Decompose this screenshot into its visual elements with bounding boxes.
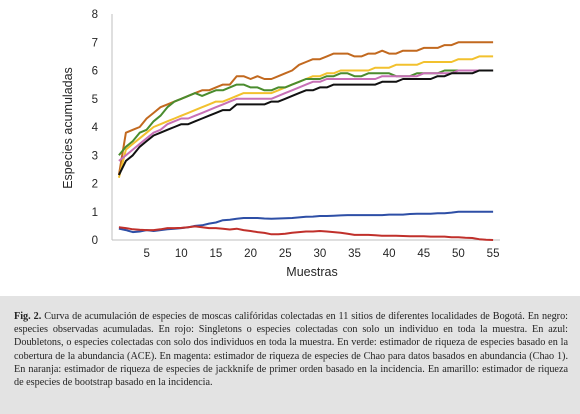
caption-text: Curva de acumulación de especies de mosc… — [14, 311, 569, 389]
y-tick-label: 8 — [92, 9, 98, 21]
y-tick-label: 3 — [92, 150, 98, 162]
y-tick-label: 0 — [92, 235, 98, 247]
x-tick-label: 25 — [279, 248, 292, 260]
series-group — [117, 41, 494, 241]
y-tick-label: 4 — [92, 122, 99, 134]
series-line-2 — [117, 55, 494, 179]
x-axis-label: Muestras — [286, 265, 337, 279]
y-tick-label: 5 — [92, 94, 98, 106]
x-tick-label: 50 — [452, 248, 465, 260]
caption-label: Fig. 2. — [14, 311, 42, 322]
y-tick-label: 2 — [92, 179, 98, 191]
series-line-4 — [118, 69, 494, 162]
x-tick-label: 45 — [417, 248, 430, 260]
x-tick-label: 40 — [383, 248, 396, 260]
y-axis-label: Especies acumuladas — [61, 67, 75, 189]
x-tick-label: 55 — [487, 248, 500, 260]
y-tick-label: 6 — [92, 66, 98, 78]
x-tick-label: 35 — [348, 248, 361, 260]
x-tick-label: 30 — [313, 248, 326, 260]
x-tick-label: 5 — [143, 248, 149, 260]
x-tick-label: 15 — [210, 248, 223, 260]
series-line-3 — [118, 69, 494, 156]
x-tick-label: 20 — [244, 248, 257, 260]
figure-caption: Fig. 2. Curva de acumulación de especies… — [14, 310, 568, 389]
axes — [111, 14, 500, 241]
series-line-7 — [118, 225, 494, 241]
y-tick-label: 7 — [92, 37, 98, 49]
caption-box — [0, 296, 580, 414]
x-tick-label: 10 — [175, 248, 188, 260]
series-line-5 — [118, 69, 494, 176]
y-tick-label: 1 — [92, 207, 98, 219]
